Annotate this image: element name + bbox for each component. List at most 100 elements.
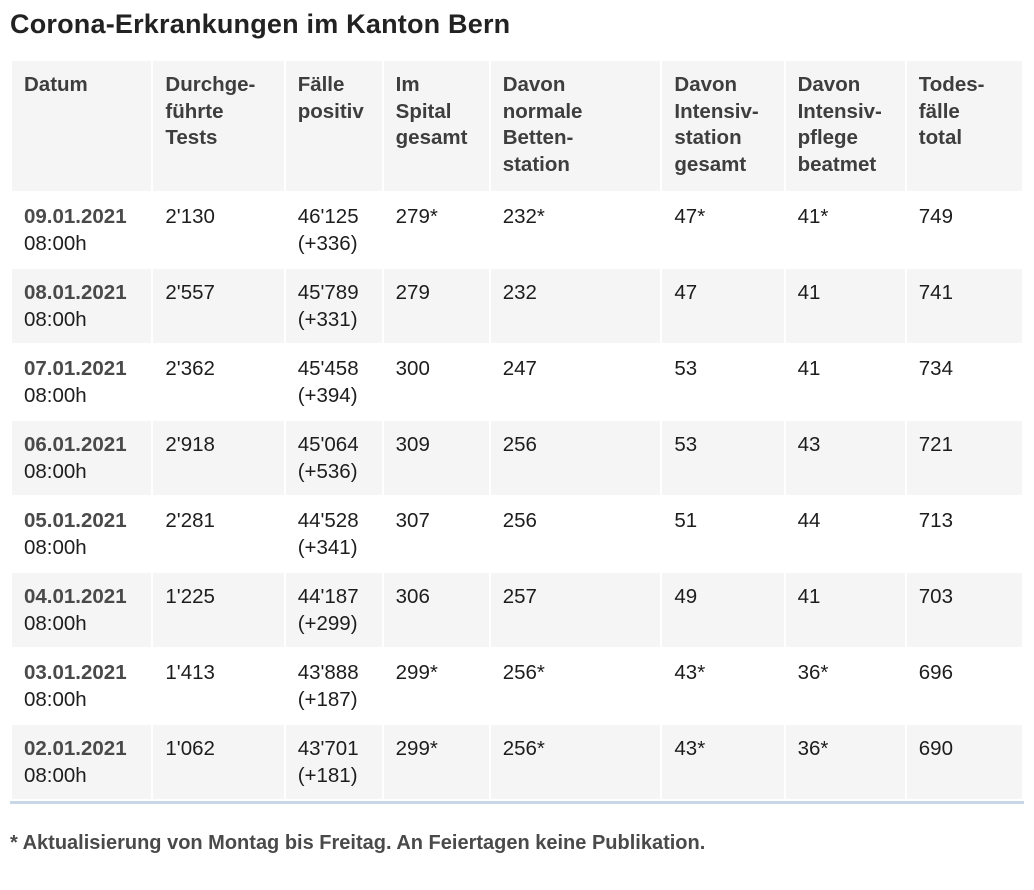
cell-icu-ventilated: 41 xyxy=(785,345,905,419)
cell-icu-total: 53 xyxy=(662,345,784,419)
cell-normal-ward: 256 xyxy=(490,497,661,571)
row-time: 08:00h xyxy=(24,536,87,559)
column-header: Im Spital gesamt xyxy=(383,61,489,191)
cell-positive: 46'125 (+336) xyxy=(285,193,382,267)
row-time: 08:00h xyxy=(24,232,87,255)
cell-hospital: 306 xyxy=(383,573,489,647)
table-row: 07.01.2021 08:00h 2'362 45'458 (+394) 300 247… xyxy=(12,345,1022,419)
row-time: 08:00h xyxy=(24,612,87,635)
column-header: Davon normale Betten- station xyxy=(490,61,661,191)
date-cell: 08.01.2021 08:00h xyxy=(12,269,152,343)
cell-tests: 2'130 xyxy=(153,193,284,267)
footnote: * Aktualisierung von Montag bis Freitag.… xyxy=(10,832,706,854)
cell-hospital: 309 xyxy=(383,421,489,495)
table-row: 06.01.2021 08:00h 2'918 45'064 (+536) 309 256… xyxy=(12,421,1022,495)
cell-icu-total: 43* xyxy=(662,725,784,799)
cell-hospital: 299* xyxy=(383,725,489,799)
cell-icu-ventilated: 43 xyxy=(785,421,905,495)
row-time: 08:00h xyxy=(24,308,87,331)
column-header: Todes- fälle total xyxy=(906,61,1022,191)
cell-positive: 43'701 (+181) xyxy=(285,725,382,799)
cell-normal-ward: 256 xyxy=(490,421,661,495)
cell-deaths: 734 xyxy=(906,345,1022,419)
date-cell: 07.01.2021 08:00h xyxy=(12,345,152,419)
cell-icu-total: 43* xyxy=(662,649,784,723)
row-time: 08:00h xyxy=(24,688,87,711)
cell-deaths: 713 xyxy=(906,497,1022,571)
column-header: Datum xyxy=(12,61,152,191)
table-row: 08.01.2021 08:00h 2'557 45'789 (+331) 279 232… xyxy=(12,269,1022,343)
cell-tests: 2'281 xyxy=(153,497,284,571)
cell-deaths: 741 xyxy=(906,269,1022,343)
column-header: Fälle positiv xyxy=(285,61,382,191)
cell-hospital: 300 xyxy=(383,345,489,419)
date-cell: 04.01.2021 08:00h xyxy=(12,573,152,647)
cell-deaths: 703 xyxy=(906,573,1022,647)
row-date: 06.01.2021 xyxy=(24,433,127,456)
row-date: 09.01.2021 xyxy=(24,205,127,228)
cell-tests: 1'062 xyxy=(153,725,284,799)
date-cell: 02.01.2021 08:00h xyxy=(12,725,152,799)
cell-tests: 2'918 xyxy=(153,421,284,495)
cell-icu-ventilated: 41* xyxy=(785,193,905,267)
cell-normal-ward: 247 xyxy=(490,345,661,419)
date-cell: 06.01.2021 08:00h xyxy=(12,421,152,495)
cell-positive: 45'458 (+394) xyxy=(285,345,382,419)
row-date: 03.01.2021 xyxy=(24,661,127,684)
table-row: 09.01.2021 08:00h 2'130 46'125 (+336) 279* 23… xyxy=(12,193,1022,267)
row-date: 08.01.2021 xyxy=(24,281,127,304)
table-row: 02.01.2021 08:00h 1'062 43'701 (+181) 299* 25… xyxy=(12,725,1022,799)
cell-normal-ward: 256* xyxy=(490,725,661,799)
cell-tests: 2'557 xyxy=(153,269,284,343)
column-header: Davon Intensiv- station gesamt xyxy=(662,61,784,191)
cell-normal-ward: 232* xyxy=(490,193,661,267)
cell-hospital: 279* xyxy=(383,193,489,267)
cell-icu-total: 53 xyxy=(662,421,784,495)
cell-positive: 43'888 (+187) xyxy=(285,649,382,723)
cell-hospital: 279 xyxy=(383,269,489,343)
row-time: 08:00h xyxy=(24,384,87,407)
cell-deaths: 690 xyxy=(906,725,1022,799)
row-date: 02.01.2021 xyxy=(24,737,127,760)
column-header: Davon Intensiv- pflege beatmet xyxy=(785,61,905,191)
row-time: 08:00h xyxy=(24,764,87,787)
cell-tests: 1'225 xyxy=(153,573,284,647)
cell-normal-ward: 257 xyxy=(490,573,661,647)
date-cell: 03.01.2021 08:00h xyxy=(12,649,152,723)
cell-positive: 45'789 (+331) xyxy=(285,269,382,343)
cell-deaths: 696 xyxy=(906,649,1022,723)
cell-hospital: 307 xyxy=(383,497,489,571)
row-date: 07.01.2021 xyxy=(24,357,127,380)
header-row: Datum Durchge- führte Tests Fälle positiv I… xyxy=(12,61,1022,191)
row-date: 05.01.2021 xyxy=(24,509,127,532)
column-header: Durchge- führte Tests xyxy=(153,61,284,191)
date-cell: 09.01.2021 08:00h xyxy=(12,193,152,267)
cell-icu-total: 47 xyxy=(662,269,784,343)
cell-hospital: 299* xyxy=(383,649,489,723)
cell-icu-total: 51 xyxy=(662,497,784,571)
cell-deaths: 749 xyxy=(906,193,1022,267)
table-header: Datum Durchge- führte Tests Fälle positiv I… xyxy=(12,61,1022,191)
date-cell: 05.01.2021 08:00h xyxy=(12,497,152,571)
page-title: Corona-Erkrankungen im Kanton Bern xyxy=(10,9,511,39)
cell-positive: 44'528 (+341) xyxy=(285,497,382,571)
cell-icu-total: 47* xyxy=(662,193,784,267)
cell-positive: 45'064 (+536) xyxy=(285,421,382,495)
cell-icu-ventilated: 44 xyxy=(785,497,905,571)
cell-positive: 44'187 (+299) xyxy=(285,573,382,647)
row-date: 04.01.2021 xyxy=(24,585,127,608)
cell-normal-ward: 256* xyxy=(490,649,661,723)
table-row: 04.01.2021 08:00h 1'225 44'187 (+299) 306 257… xyxy=(12,573,1022,647)
cell-tests: 1'413 xyxy=(153,649,284,723)
cell-normal-ward: 232 xyxy=(490,269,661,343)
cell-deaths: 721 xyxy=(906,421,1022,495)
cell-icu-ventilated: 41 xyxy=(785,573,905,647)
cell-tests: 2'362 xyxy=(153,345,284,419)
cell-icu-total: 49 xyxy=(662,573,784,647)
table-row: 05.01.2021 08:00h 2'281 44'528 (+341) 307 256… xyxy=(12,497,1022,571)
cell-icu-ventilated: 41 xyxy=(785,269,905,343)
cell-icu-ventilated: 36* xyxy=(785,649,905,723)
row-time: 08:00h xyxy=(24,460,87,483)
table-body: 09.01.2021 08:00h 2'130 46'125 (+336) 279* 23… xyxy=(12,193,1022,799)
